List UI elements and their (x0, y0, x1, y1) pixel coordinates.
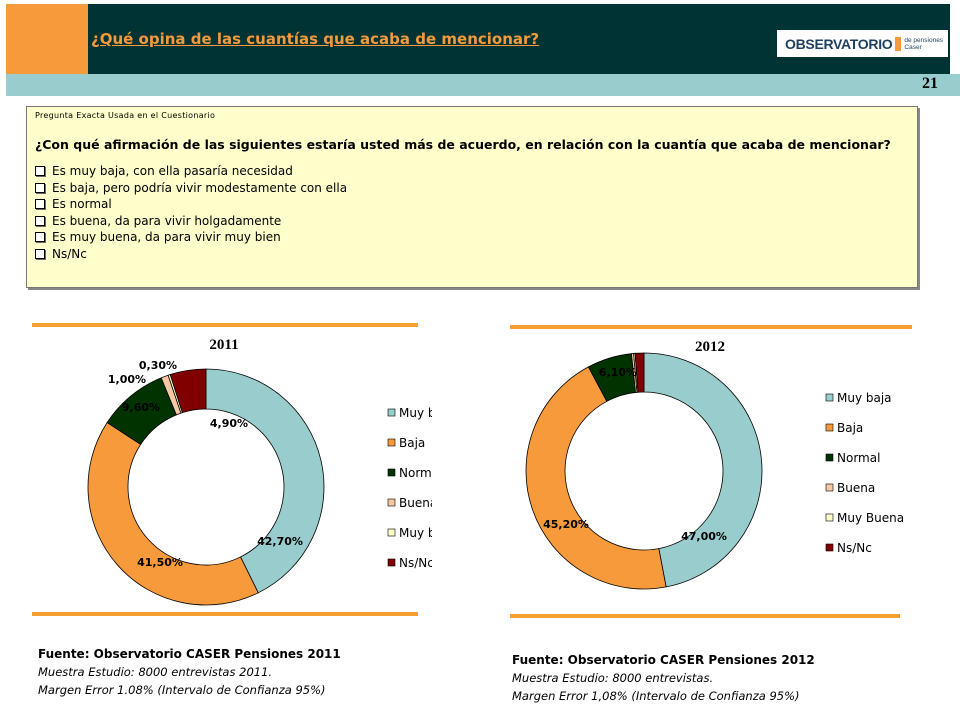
legend-swatch (825, 543, 834, 552)
data-label: 6,10% (599, 366, 637, 379)
legend-label: Ns/Nc (399, 556, 432, 570)
source-note-2012: Fuente: Observatorio CASER Pensiones 201… (512, 651, 815, 705)
options-list: Es muy baja, con ella pasaría necesidad … (35, 163, 909, 262)
legend-label: Baja (399, 436, 425, 450)
slice-ns/nc (169, 368, 207, 414)
source-sample: Muestra Estudio: 8000 entrevistas. (512, 671, 714, 685)
observatorio-logo: OBSERVATORIO de pensiones Caser (777, 30, 948, 57)
data-label: 0,30% (139, 359, 177, 372)
legend-label: Normal (399, 466, 432, 480)
page-title: ¿Qué opina de las cuantías que acaba de … (91, 30, 540, 48)
slice-muy-baja (643, 352, 763, 588)
data-label: 45,20% (543, 518, 589, 531)
option-item: Es muy buena, da para vivir muy bien (35, 229, 909, 246)
option-item: Es muy baja, con ella pasaría necesidad (35, 163, 909, 180)
source-sample: Muestra Estudio: 8000 entrevistas 2011. (38, 665, 273, 679)
source-margin: Margen Error 1,08% (Intervalo de Confian… (512, 689, 800, 703)
legend-label: Muy baja (399, 406, 432, 420)
legend-swatch (825, 453, 834, 462)
data-label: 42,70% (257, 535, 303, 548)
legend-swatch (825, 423, 834, 432)
header-subbar (6, 74, 960, 96)
slice-baja (525, 366, 667, 590)
checkbox-icon (35, 199, 45, 210)
option-item: Es buena, da para vivir holgadamente (35, 213, 909, 230)
legend-swatch (387, 498, 396, 507)
donut-chart-2011: 42,70% 41,50% 9,60% 1,00% 0,30% 4,90% 2011 Muy … (32, 330, 432, 610)
chart-title: 2011 (209, 337, 238, 353)
legend-swatch (387, 438, 396, 447)
source-title: Fuente: Observatorio CASER Pensiones 201… (38, 647, 341, 661)
data-label: 9,60% (122, 401, 160, 414)
slice-baja (87, 421, 259, 606)
legend-swatch (387, 468, 396, 477)
checkbox-icon (35, 166, 45, 177)
logo-wordmark: OBSERVATORIO (785, 35, 893, 52)
chart-bottom-rule-2011 (32, 612, 418, 616)
slice-muy-baja (205, 368, 325, 594)
legend-label: Buena (399, 496, 432, 510)
legend-swatch (825, 483, 834, 492)
source-title: Fuente: Observatorio CASER Pensiones 201… (512, 653, 815, 667)
option-item: Es normal (35, 196, 909, 213)
source-note-2011: Fuente: Observatorio CASER Pensiones 201… (38, 645, 341, 699)
checkbox-icon (35, 215, 45, 226)
page-number: 21 (922, 75, 938, 92)
legend-label: Muy buena (399, 526, 432, 540)
legend-label: Baja (837, 421, 863, 435)
checkbox-icon (35, 248, 45, 259)
legend-swatch (825, 513, 834, 522)
data-label: 1,00% (108, 373, 146, 386)
question-box: Pregunta Exacta Usada en el Cuestionario… (26, 106, 918, 288)
donut-chart-2012: 47,00% 45,20% 6,10% 2012 Muy baja Baja Normal B… (510, 330, 910, 610)
logo-square-icon (895, 36, 902, 51)
chart-top-rule-2012 (510, 325, 912, 329)
source-margin: Margen Error 1.08% (Intervalo de Confian… (38, 683, 326, 697)
legend-swatch (387, 558, 396, 567)
data-label: 4,90% (210, 417, 248, 430)
data-label: 41,50% (137, 556, 183, 569)
checkbox-icon (35, 232, 45, 243)
legend-label: Muy baja (837, 391, 892, 405)
data-label: 47,00% (681, 530, 727, 543)
legend-label: Ns/Nc (837, 541, 872, 555)
option-item: Ns/Nc (35, 246, 909, 263)
donut-chart-svg-2011: 42,70% 41,50% 9,60% 1,00%0,30% 4,90% 2011 Muy … (87, 337, 432, 606)
legend-label: Muy Buena (837, 511, 904, 525)
chart-top-rule-2011 (32, 323, 418, 327)
donut-chart-svg-2012: 47,00% 45,20% 6,10% 2012 Muy baja Baja Normal B… (525, 339, 904, 590)
option-item: Es baja, pero podría vivir modestamente … (35, 180, 909, 197)
legend-swatch (387, 528, 396, 537)
question-caption: Pregunta Exacta Usada en el Cuestionario (35, 111, 216, 120)
header-accent (6, 4, 88, 74)
logo-subtext: de pensiones Caser (904, 36, 944, 51)
chart-bottom-rule-2012 (510, 614, 900, 618)
checkbox-icon (35, 182, 45, 193)
legend-swatch (825, 393, 834, 402)
slice-ns/nc (634, 352, 645, 393)
legend-swatch (387, 408, 396, 417)
chart-title: 2012 (695, 339, 725, 355)
question-text: ¿Con qué afirmación de las siguientes es… (35, 137, 891, 152)
legend-label: Normal (837, 451, 880, 465)
legend-label: Buena (837, 481, 875, 495)
